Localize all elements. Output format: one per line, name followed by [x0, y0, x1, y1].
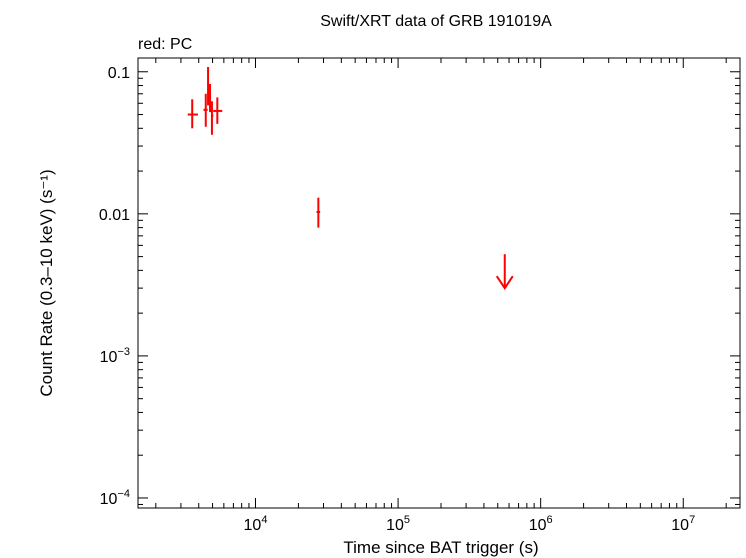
- data-point: [316, 197, 321, 228]
- x-axis-label: Time since BAT trigger (s): [343, 538, 538, 557]
- axis-ticks: [138, 58, 740, 508]
- x-tick-label: 105: [386, 514, 410, 534]
- y-tick-label: 0.01: [99, 207, 130, 224]
- data-point: [187, 99, 198, 129]
- chart-subtitle: red: PC: [138, 36, 192, 53]
- x-tick-label: 106: [529, 514, 553, 534]
- x-tick-labels: 104 105 106 107: [244, 514, 696, 534]
- y-axis-label: Count Rate (0.3–10 keV) (s⁻¹): [37, 169, 56, 396]
- x-tick-label: 107: [671, 514, 695, 534]
- x-tick-label: 104: [244, 514, 268, 534]
- y-tick-label: 10−3: [100, 346, 130, 366]
- plot-frame: [137, 57, 741, 509]
- y-tick-label: 0.1: [108, 65, 130, 82]
- data-point: [203, 93, 208, 127]
- upper-limit-arrowhead: [495, 275, 514, 290]
- upper-limit: [495, 254, 514, 290]
- data-point: [207, 67, 210, 106]
- data-marks: [187, 67, 514, 290]
- data-point: [213, 97, 223, 124]
- chart-title: Swift/XRT data of GRB 191019A: [320, 13, 552, 30]
- data-point: [208, 84, 212, 113]
- y-tick-label: 10−4: [100, 488, 130, 508]
- y-tick-labels: 0.1 0.01 10−3 10−4: [99, 65, 130, 508]
- data-point: [210, 101, 214, 135]
